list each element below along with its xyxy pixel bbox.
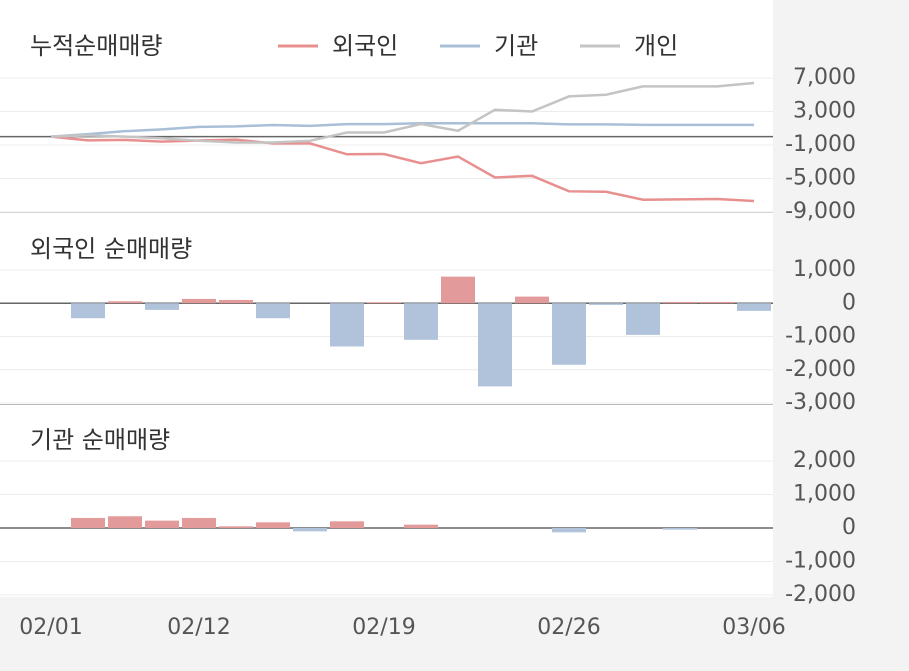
bar <box>626 303 660 335</box>
y-tick-label: 0 <box>842 515 856 540</box>
series-line <box>50 122 754 138</box>
y-tick-label: -2,000 <box>785 357 856 382</box>
bar <box>700 301 734 304</box>
bar <box>145 303 179 310</box>
y-tick-label: -1,000 <box>785 324 856 349</box>
y-tick-label: 0 <box>842 290 856 315</box>
panel-title: 누적순매매량 <box>30 32 162 60</box>
y-tick-label: -9,000 <box>785 199 856 224</box>
bar <box>219 526 253 528</box>
legend-label: 외국인 <box>332 32 398 60</box>
bar <box>256 303 290 319</box>
bar <box>552 303 586 365</box>
bar <box>441 276 475 304</box>
y-tick-label: 3,000 <box>793 99 856 124</box>
bar <box>737 303 771 311</box>
x-tick-label: 02/01 <box>19 615 82 640</box>
bar <box>515 296 549 304</box>
bar <box>330 521 364 528</box>
bar <box>108 301 142 304</box>
y-tick-label: 1,000 <box>793 257 856 282</box>
bar <box>293 528 327 532</box>
series-line <box>50 135 755 203</box>
y-tick-label: 2,000 <box>793 448 856 473</box>
y-tick-label: -1,000 <box>785 132 856 157</box>
bar <box>404 303 438 340</box>
bar <box>182 517 216 528</box>
panel-title: 기관 순매매량 <box>30 426 170 454</box>
bar <box>478 303 512 387</box>
bar <box>589 303 623 305</box>
series-line <box>50 81 755 144</box>
bar <box>404 524 438 528</box>
bar <box>219 299 253 304</box>
y-tick-label: 1,000 <box>793 482 856 507</box>
bar <box>145 520 179 528</box>
bar <box>663 528 697 530</box>
y-tick-label: -2,000 <box>785 582 856 607</box>
panel-title: 외국인 순매매량 <box>30 235 192 263</box>
bar <box>330 303 364 347</box>
bar <box>71 303 105 319</box>
legend-label: 기관 <box>494 32 538 60</box>
bar <box>71 517 105 528</box>
bar <box>182 298 216 304</box>
x-tick-label: 02/19 <box>352 615 415 640</box>
bar <box>367 302 401 304</box>
bar <box>256 522 290 528</box>
y-tick-label: -5,000 <box>785 166 856 191</box>
y-tick-label: -3,000 <box>785 390 856 415</box>
x-tick-label: 03/06 <box>722 615 785 640</box>
plot-area <box>0 0 773 597</box>
x-tick-label: 02/12 <box>167 615 230 640</box>
bar <box>663 301 697 304</box>
x-tick-label: 02/26 <box>537 615 600 640</box>
bar <box>552 528 586 533</box>
y-tick-label: -1,000 <box>785 549 856 574</box>
legend-label: 개인 <box>634 32 678 60</box>
y-tick-label: 7,000 <box>793 65 856 90</box>
bar <box>108 516 142 528</box>
